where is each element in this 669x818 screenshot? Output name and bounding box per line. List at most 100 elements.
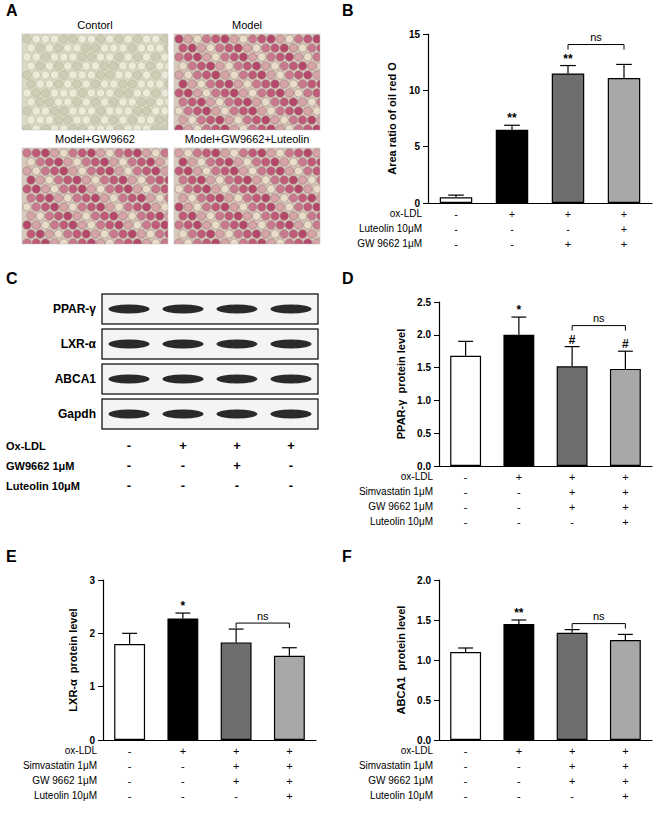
svg-text:-: - (464, 471, 468, 483)
svg-text:-: - (235, 478, 239, 493)
svg-text:+: + (621, 208, 627, 220)
svg-text:1.0: 1.0 (417, 395, 431, 406)
svg-text:15: 15 (409, 29, 421, 40)
svg-text:-: - (464, 775, 468, 787)
svg-text:+: + (622, 516, 628, 528)
svg-text:Model+GW9662+Luteolin: Model+GW9662+Luteolin (185, 133, 310, 145)
svg-text:Ox-LDL: Ox-LDL (6, 440, 46, 452)
svg-text:Area ratio of oil red O: Area ratio of oil red O (386, 62, 398, 175)
svg-text:ox-LDL: ox-LDL (65, 745, 98, 756)
svg-text:**: ** (514, 606, 524, 620)
svg-text:+: + (569, 486, 575, 498)
svg-text:0.5: 0.5 (417, 695, 431, 706)
svg-text:-: - (517, 760, 521, 772)
svg-text:2.5: 2.5 (417, 297, 431, 308)
svg-text:+: + (179, 438, 187, 453)
svg-text:PPAR-γ: PPAR-γ (53, 302, 96, 316)
svg-text:+: + (622, 775, 628, 787)
svg-text:-: - (454, 238, 458, 250)
svg-text:-: - (127, 478, 131, 493)
svg-text:-: - (517, 790, 521, 802)
svg-text:+: + (233, 458, 241, 473)
svg-text:-: - (464, 790, 468, 802)
svg-text:-: - (127, 458, 131, 473)
svg-text:+: + (569, 760, 575, 772)
svg-text:-: - (289, 478, 293, 493)
svg-text:+: + (233, 760, 239, 772)
svg-text:0.0: 0.0 (417, 461, 431, 472)
svg-text:+: + (286, 760, 292, 772)
svg-text:ns: ns (590, 31, 602, 43)
svg-text:-: - (128, 745, 132, 757)
svg-text:0: 0 (414, 198, 420, 209)
svg-text:-: - (234, 790, 238, 802)
svg-text:-: - (289, 458, 293, 473)
svg-text:E: E (6, 548, 17, 565)
svg-text:-: - (517, 486, 521, 498)
svg-text:ox-LDL: ox-LDL (401, 745, 434, 756)
svg-text:GW 9662 1μM: GW 9662 1μM (32, 775, 97, 786)
svg-text:Simvastatin 1μM: Simvastatin 1μM (359, 486, 433, 497)
svg-text:-: - (464, 501, 468, 513)
svg-text:-: - (510, 223, 514, 235)
svg-text:0.5: 0.5 (417, 428, 431, 439)
svg-text:-: - (454, 208, 458, 220)
svg-text:-: - (566, 223, 570, 235)
svg-text:ns: ns (593, 312, 605, 324)
svg-text:-: - (517, 501, 521, 513)
svg-text:-: - (517, 775, 521, 787)
svg-text:2: 2 (89, 628, 95, 639)
svg-text:+: + (516, 745, 522, 757)
svg-text:+: + (622, 790, 628, 802)
svg-text:-: - (510, 238, 514, 250)
svg-text:+: + (287, 438, 295, 453)
svg-text:+: + (622, 760, 628, 772)
svg-text:-: - (464, 745, 468, 757)
svg-text:-: - (181, 478, 185, 493)
svg-text:5: 5 (414, 141, 420, 152)
svg-text:-: - (181, 790, 185, 802)
svg-text:**: ** (507, 111, 517, 125)
svg-text:+: + (621, 223, 627, 235)
svg-text:Gapdh: Gapdh (58, 407, 96, 421)
svg-text:F: F (342, 548, 352, 565)
svg-text:+: + (565, 208, 571, 220)
svg-text:-: - (517, 516, 521, 528)
svg-text:0: 0 (89, 735, 95, 746)
svg-text:+: + (233, 745, 239, 757)
svg-text:Luteolin 10μM: Luteolin 10μM (370, 790, 433, 801)
svg-text:10: 10 (409, 85, 421, 96)
svg-text:-: - (181, 760, 185, 772)
svg-text:LXR-α protein level: LXR-α protein level (67, 608, 79, 711)
svg-text:Model: Model (232, 19, 262, 31)
svg-text:ABCA1 protein level: ABCA1 protein level (395, 606, 407, 715)
svg-text:+: + (509, 208, 515, 220)
svg-text:#: # (569, 333, 576, 347)
svg-text:1.5: 1.5 (417, 615, 431, 626)
svg-text:B: B (342, 2, 354, 19)
svg-text:+: + (622, 745, 628, 757)
svg-text:-: - (464, 486, 468, 498)
svg-text:+: + (516, 471, 522, 483)
svg-text:+: + (569, 471, 575, 483)
svg-text:-: - (181, 458, 185, 473)
svg-text:ns: ns (257, 610, 269, 622)
svg-text:GW 9662 1μM: GW 9662 1μM (368, 501, 433, 512)
svg-text:+: + (233, 775, 239, 787)
svg-text:1: 1 (89, 681, 95, 692)
svg-text:+: + (286, 775, 292, 787)
svg-text:+: + (569, 501, 575, 513)
svg-text:GW 9662 1μM: GW 9662 1μM (357, 238, 422, 249)
svg-text:Luteolin 10μM: Luteolin 10μM (34, 790, 97, 801)
svg-text:0.0: 0.0 (417, 735, 431, 746)
svg-text:ox-LDL: ox-LDL (401, 471, 434, 482)
svg-text:+: + (622, 501, 628, 513)
svg-text:1.0: 1.0 (417, 655, 431, 666)
svg-text:-: - (181, 775, 185, 787)
svg-text:Luteolin 10μM: Luteolin 10μM (370, 516, 433, 527)
svg-text:ox-LDL: ox-LDL (390, 208, 423, 219)
svg-text:-: - (128, 790, 132, 802)
svg-text:+: + (565, 238, 571, 250)
svg-text:C: C (6, 270, 18, 287)
svg-text:+: + (622, 471, 628, 483)
